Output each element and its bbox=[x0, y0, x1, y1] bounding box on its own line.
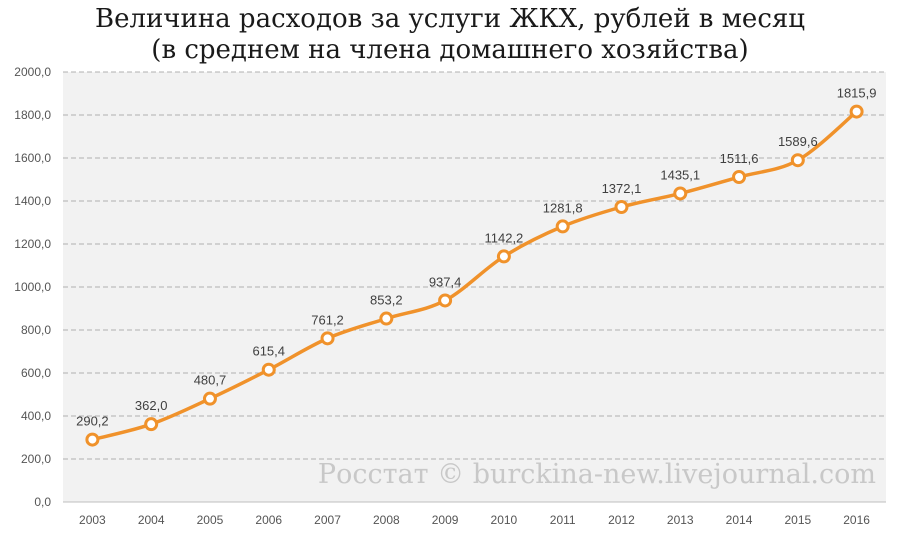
y-tick-label: 200,0 bbox=[21, 452, 51, 466]
x-tick-label: 2006 bbox=[255, 513, 282, 527]
data-point bbox=[85, 432, 100, 447]
y-tick-label: 1200,0 bbox=[14, 237, 51, 251]
x-tick-label: 2005 bbox=[197, 513, 224, 527]
watermark: Росстат © burckina-new.livejournal.com bbox=[317, 459, 876, 490]
data-point bbox=[673, 186, 688, 201]
data-point bbox=[144, 417, 159, 432]
data-point bbox=[202, 391, 217, 406]
x-tick-label: 2004 bbox=[138, 513, 165, 527]
y-tick-label: 2000,0 bbox=[14, 65, 51, 79]
data-label: 937,4 bbox=[429, 274, 462, 289]
data-point bbox=[496, 249, 511, 264]
data-label: 480,7 bbox=[194, 373, 227, 388]
y-tick-label: 800,0 bbox=[21, 323, 51, 337]
chart-title-block: Величина расходов за услуги ЖКХ, рублей … bbox=[0, 4, 900, 66]
chart-subtitle: (в среднем на члена домашнего хозяйства) bbox=[151, 35, 749, 65]
data-label: 1815,9 bbox=[837, 86, 877, 101]
data-label: 853,2 bbox=[370, 293, 403, 308]
y-tick-label: 1600,0 bbox=[14, 151, 51, 165]
data-label: 362,0 bbox=[135, 398, 168, 413]
data-label: 1511,6 bbox=[720, 151, 759, 166]
data-labels: 290,2 362,0 480,7 615,4 761,2 853,2 937,4 1142,… bbox=[76, 86, 876, 429]
data-point bbox=[555, 219, 570, 234]
data-point bbox=[790, 153, 805, 168]
y-tick-label: 1400,0 bbox=[14, 194, 51, 208]
x-tick-label: 2008 bbox=[373, 513, 400, 527]
data-label: 1142,2 bbox=[484, 230, 523, 245]
data-label: 761,2 bbox=[311, 312, 344, 327]
x-tick-label: 2016 bbox=[843, 513, 870, 527]
x-axis: 2003 2004 2005 2006 2007 2008 2009 2010 2011 2012… bbox=[79, 513, 870, 527]
data-point bbox=[261, 362, 276, 377]
data-label: 290,2 bbox=[76, 414, 109, 429]
data-label: 1589,6 bbox=[778, 134, 818, 149]
y-tick-label: 0,0 bbox=[34, 495, 51, 509]
y-tick-label: 400,0 bbox=[21, 409, 51, 423]
data-point bbox=[732, 170, 747, 185]
y-tick-label: 1000,0 bbox=[14, 280, 51, 294]
data-label: 1372,1 bbox=[602, 181, 642, 196]
x-tick-label: 2015 bbox=[784, 513, 811, 527]
data-markers bbox=[85, 104, 864, 447]
x-tick-label: 2012 bbox=[608, 513, 635, 527]
data-point bbox=[849, 104, 864, 119]
y-tick-label: 1800,0 bbox=[14, 108, 51, 122]
data-point bbox=[614, 199, 629, 214]
y-axis: 0,0 200,0 400,0 600,0 800,0 1000,0 1200,0 1400,… bbox=[14, 65, 51, 509]
x-tick-label: 2013 bbox=[667, 513, 694, 527]
gridlines bbox=[63, 71, 886, 503]
chart-title: Величина расходов за услуги ЖКХ, рублей … bbox=[94, 4, 806, 34]
data-label: 1435,1 bbox=[660, 167, 700, 182]
x-tick-label: 2003 bbox=[79, 513, 106, 527]
x-tick-label: 2009 bbox=[432, 513, 459, 527]
x-tick-label: 2014 bbox=[726, 513, 753, 527]
data-point bbox=[438, 293, 453, 308]
y-tick-label: 600,0 bbox=[21, 366, 51, 380]
data-point bbox=[320, 331, 335, 346]
data-label: 615,4 bbox=[252, 344, 285, 359]
data-point bbox=[379, 311, 394, 326]
x-tick-label: 2010 bbox=[491, 513, 518, 527]
x-tick-label: 2011 bbox=[550, 513, 576, 527]
data-label: 1281,8 bbox=[543, 200, 583, 215]
x-tick-label: 2007 bbox=[314, 513, 341, 527]
